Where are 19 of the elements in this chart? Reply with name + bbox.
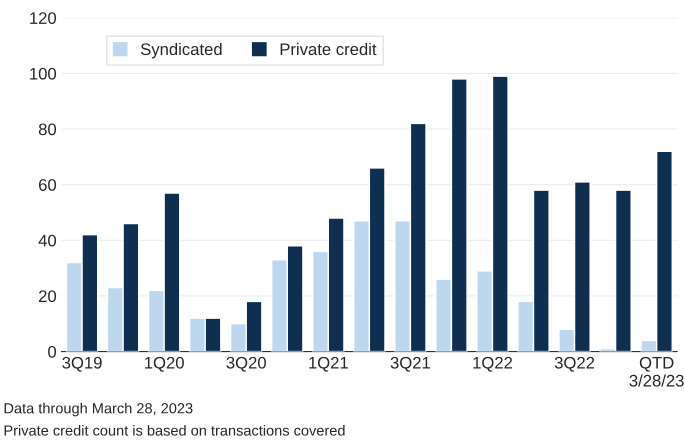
y-tick-label: 100	[30, 68, 56, 80]
y-tick-label: 120	[30, 12, 56, 24]
y-tick-label: 80	[38, 123, 56, 136]
y-tick-label: 20	[39, 290, 56, 302]
x-tick-label: 3Q20	[226, 356, 266, 372]
legend-label: Syndicated	[140, 42, 222, 58]
x-tick-label: 1Q20	[145, 356, 184, 372]
x-tick-label: 1Q21	[309, 356, 348, 372]
x-tick-label: 3Q21	[390, 356, 430, 372]
x-tick-label: 1Q22	[473, 356, 512, 372]
legend-label: Private credit	[280, 42, 376, 56]
text: Data through March 28, 2023	[4, 402, 192, 416]
y-tick-label: 40	[38, 234, 56, 247]
text: Private credit count is based on transactions covered	[4, 424, 345, 436]
x-tick-label: QTD 3/28/23	[629, 356, 684, 387]
x-tick-label: 3Q19	[62, 356, 102, 372]
y-tick-label: 0	[48, 346, 56, 358]
x-tick-label: 3Q22	[554, 356, 594, 372]
y-tick-label: 60	[39, 179, 56, 191]
